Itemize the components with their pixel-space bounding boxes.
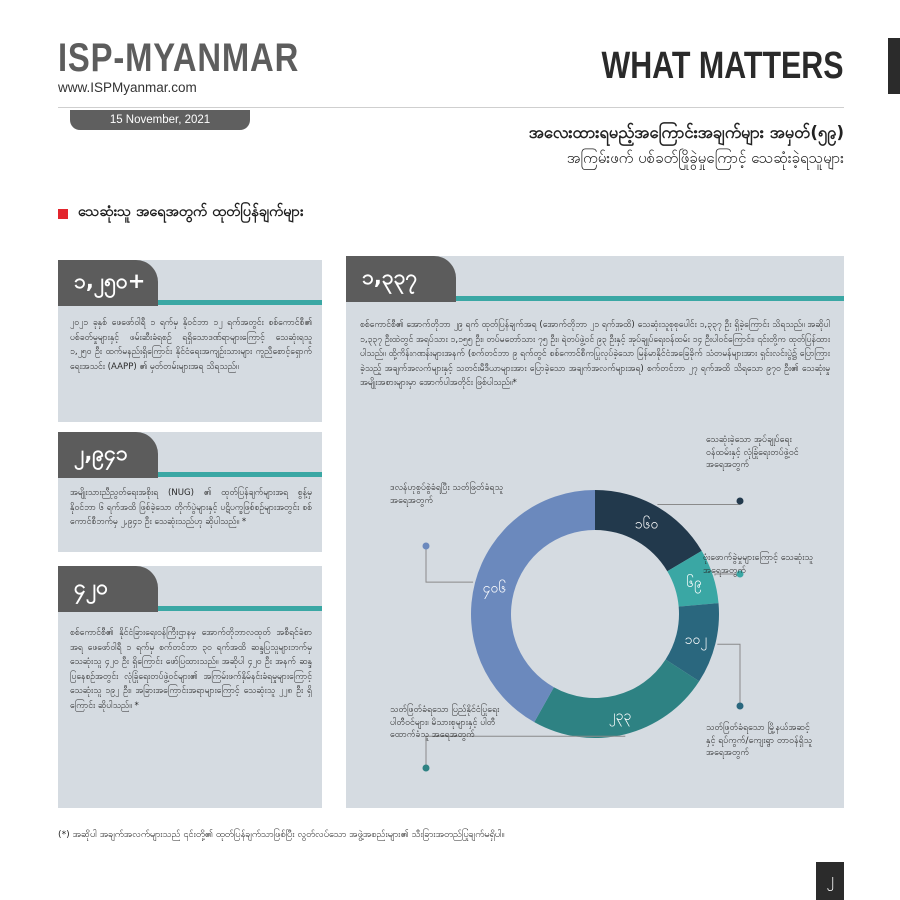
brand-block: ISP-MYANMAR www.ISPMyanmar.com	[58, 38, 352, 95]
leader-line-3	[425, 735, 626, 768]
leader-line-2	[717, 643, 741, 706]
card-military-accent	[158, 606, 322, 611]
date-badge: 15 November, 2021	[70, 110, 250, 130]
leader-dot-2	[736, 702, 744, 710]
leader-dot-1	[736, 570, 744, 578]
donut-slice-2	[665, 603, 719, 682]
section-title: သေဆုံးသူ အရေအတွက် ထုတ်ပြန်ချက်များ	[78, 204, 304, 220]
headline-line-1: အလေးထားရမည့်အကြောင်းအချက်များ အမှတ်(၅၉)	[528, 123, 844, 142]
label-bomb: ဗုံးဖောက်ခွဲမှုများကြောင့် သေဆုံးသူအရေအတ…	[703, 553, 814, 576]
donut-value-3: ၂၃၃	[609, 708, 632, 726]
leader-dot-3	[422, 764, 430, 772]
headline-line-2: အကြမ်းဖက် ပစ်ခတ်ဖြိုခွဲမှုကြောင့် သေဆုံး…	[566, 149, 844, 167]
card-main-text: စစ်ကောင်စီ၏ အောက်တိုဘာ ၂၉ ရက် ထုတ်ပြန်ချ…	[360, 320, 830, 389]
donut-value-2: ၁၀၂	[685, 632, 708, 650]
footnote: (*) အဆိုပါ အချက်အလက်များသည် ၎င်းတို့၏ ထု…	[58, 829, 505, 840]
card-aapp-accent	[158, 300, 322, 305]
donut-slice-1	[667, 550, 719, 607]
card-nug-figure: ၂,၉၄၁	[58, 432, 158, 478]
card-nug-accent	[158, 472, 322, 477]
red-square-icon	[58, 208, 68, 219]
header-divider	[58, 107, 844, 108]
card-military-figure: ၄၂၀	[58, 566, 158, 612]
card-aapp-text: ၂၀၂၁ ခုနှစ် ဖေဖော်ဝါရီ ၁ ရက်မှ နိုဝင်ဘာ …	[70, 318, 312, 372]
card-main: ၁,၃၃၇ စစ်ကောင်စီ၏ အောက်တိုဘာ ၂၉ ရက် ထုတ်…	[346, 256, 844, 808]
card-nug: ၂,၉၄၁ အမျိုးသားညီညွတ်ရေးအစိုးရ (NUG) ၏ ထ…	[58, 432, 322, 552]
donut-slice-3	[534, 659, 700, 738]
donut-value-4: ၄၀၆	[483, 581, 507, 599]
label-informant: ဒလန်ဟုစွပ်စွဲခံရပြီး သတ်ဖြတ်ခံရသူ အရေအတွ…	[390, 483, 504, 506]
brand-name: ISP-MYANMAR	[58, 36, 300, 80]
card-aapp-figure: ၁,၂၅၀+	[58, 260, 158, 306]
card-military-text: စစ်ကောင်စီ၏ နိုင်ငံခြားရေးဝန်ကြီးဌာနမှ အ…	[70, 628, 312, 711]
card-nug-text: အမျိုးသားညီညွတ်ရေးအစိုးရ (NUG) ၏ ထုတ်ပြန…	[70, 488, 312, 528]
donut-slice-0	[595, 490, 702, 572]
donut-value-1: ၆၉	[686, 575, 702, 593]
series-title: WHAT MATTERS	[601, 45, 844, 87]
section-header: သေဆုံးသူ အရေအတွက် ထုတ်ပြန်ချက်များ	[58, 203, 303, 224]
page-number: ၂	[816, 862, 844, 900]
donut-leaders	[422, 497, 744, 772]
card-main-figure: ၁,၃၃၇	[346, 256, 456, 302]
card-main-accent	[456, 296, 844, 301]
card-aapp: ၁,၂၅၀+ ၂၀၂၁ ခုနှစ် ဖေဖော်ဝါရီ ၁ ရက်မှ နိ…	[58, 260, 322, 422]
donut-slice-4	[471, 490, 595, 723]
label-usdp: သတ်ဖြတ်ခံရသော ပြည်နိုင်ငံပြုရေးပါတီဝင်မျ…	[390, 705, 500, 740]
leader-line-1	[714, 573, 740, 576]
donut-value-0: ၁၆၀	[635, 517, 659, 533]
leader-dot-4	[422, 542, 430, 550]
card-military: ၄၂၀ စစ်ကောင်စီ၏ နိုင်ငံခြားရေးဝန်ကြီးဌာန…	[58, 566, 322, 808]
donut-slices	[471, 490, 719, 738]
leader-line-4	[425, 546, 474, 583]
label-ward-officials: သတ်ဖြတ်ခံရသော မြို့နယ်အဆင့်နှင့် ရပ်ကွက်…	[706, 723, 813, 758]
corner-tab	[888, 38, 900, 94]
headline: အလေးထားရမည့်အကြောင်းအချက်များ အမှတ်(၅၉) …	[529, 120, 844, 170]
label-admin-security: သေဆုံးခဲ့သော အုပ်ချုပ်ရေးဝန်ထမ်းနှင့် လု…	[706, 435, 799, 470]
brand-url[interactable]: www.ISPMyanmar.com	[58, 80, 197, 95]
leader-dot-0	[736, 497, 744, 505]
leader-line-0	[657, 501, 741, 506]
